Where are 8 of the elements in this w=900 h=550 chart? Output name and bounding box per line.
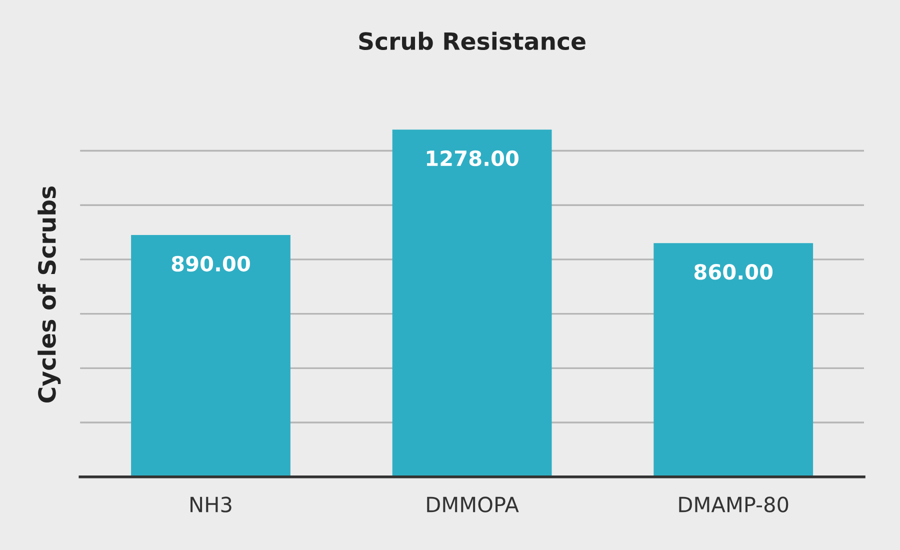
data-label: 860.00 [694, 264, 773, 280]
x-tick-label: DMAMP-80 [679, 496, 788, 512]
x-tick-label: DMMOPA [427, 496, 519, 512]
chart-title: Scrub Resistance [359, 32, 586, 50]
x-tick-label: NH3 [190, 496, 232, 512]
y-axis-title: Cycles of Scrubs [38, 186, 61, 402]
data-label: 1278.00 [426, 150, 518, 166]
data-label: 890.00 [172, 256, 250, 272]
